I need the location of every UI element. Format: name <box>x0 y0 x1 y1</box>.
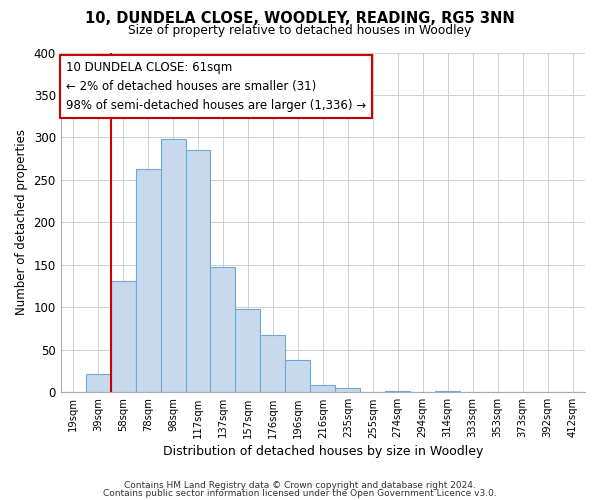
Bar <box>260 334 286 392</box>
Y-axis label: Number of detached properties: Number of detached properties <box>15 130 28 316</box>
Text: Contains HM Land Registry data © Crown copyright and database right 2024.: Contains HM Land Registry data © Crown c… <box>124 481 476 490</box>
Bar <box>335 388 360 392</box>
Bar <box>235 309 260 392</box>
Text: Size of property relative to detached houses in Woodley: Size of property relative to detached ho… <box>128 24 472 37</box>
Bar <box>211 268 235 392</box>
Bar <box>136 169 161 392</box>
Bar <box>310 384 335 392</box>
Bar <box>286 360 310 392</box>
Text: Contains public sector information licensed under the Open Government Licence v3: Contains public sector information licen… <box>103 488 497 498</box>
Text: 10 DUNDELA CLOSE: 61sqm
← 2% of detached houses are smaller (31)
98% of semi-det: 10 DUNDELA CLOSE: 61sqm ← 2% of detached… <box>66 61 366 112</box>
Bar <box>435 390 460 392</box>
Bar <box>161 139 185 392</box>
Bar <box>185 150 211 392</box>
Bar <box>86 374 110 392</box>
X-axis label: Distribution of detached houses by size in Woodley: Distribution of detached houses by size … <box>163 444 483 458</box>
Bar <box>385 390 410 392</box>
Text: 10, DUNDELA CLOSE, WOODLEY, READING, RG5 3NN: 10, DUNDELA CLOSE, WOODLEY, READING, RG5… <box>85 11 515 26</box>
Bar <box>110 281 136 392</box>
